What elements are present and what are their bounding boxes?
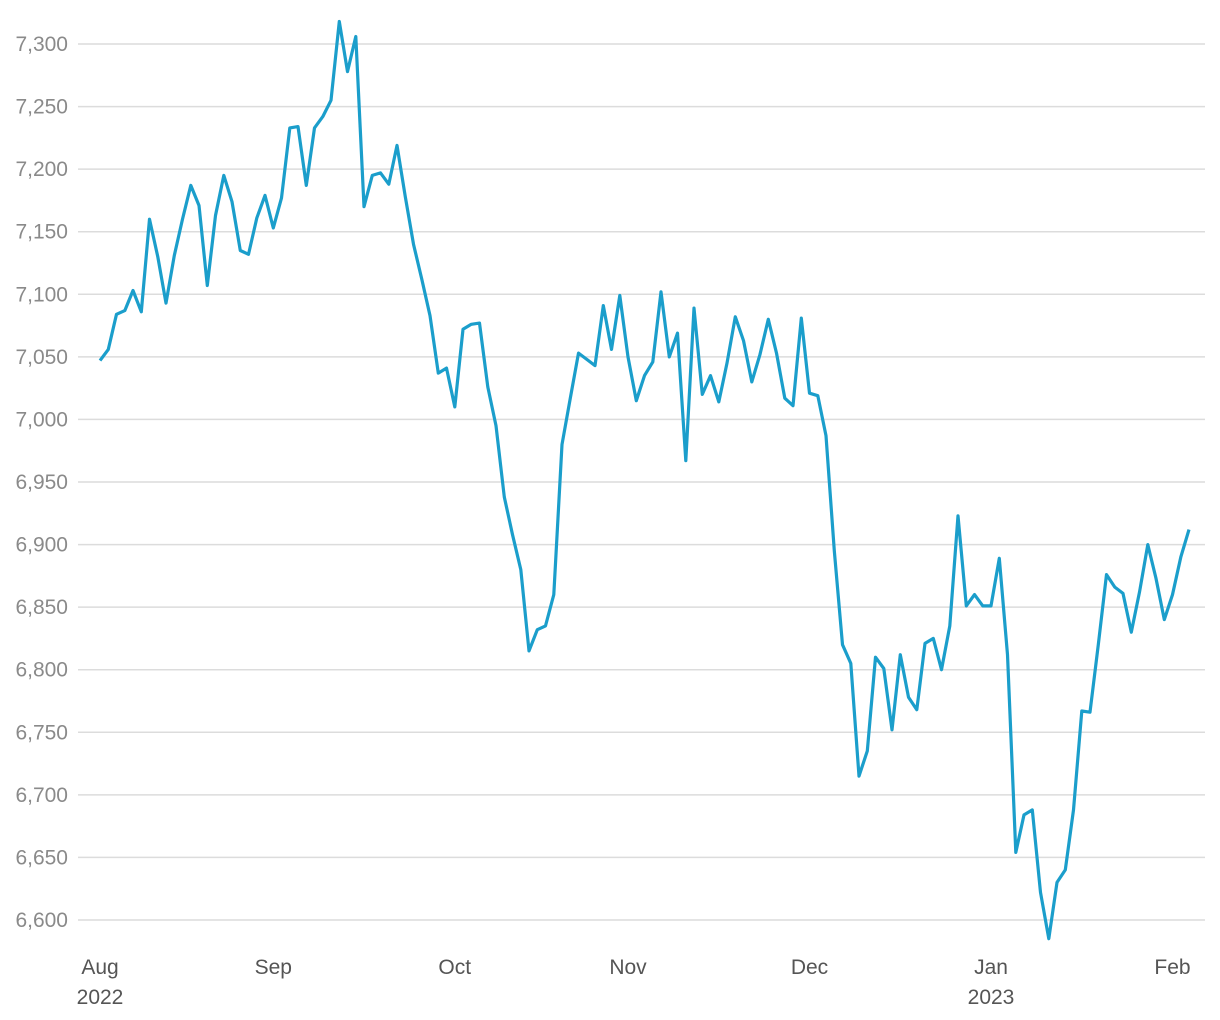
y-tick-label: 7,100 <box>15 283 68 306</box>
y-tick-label: 6,850 <box>15 596 68 619</box>
y-tick-label: 7,250 <box>15 96 68 119</box>
y-tick-label: 6,750 <box>15 721 68 744</box>
y-tick-label: 6,700 <box>15 784 68 807</box>
y-tick-label: 6,950 <box>15 471 68 494</box>
y-tick-label: 7,300 <box>15 33 68 56</box>
x-tick-label: Aug 2022 <box>77 956 124 1009</box>
y-tick-label: 7,000 <box>15 408 68 431</box>
x-tick-label: Sep <box>255 956 292 979</box>
y-tick-label: 6,800 <box>15 659 68 682</box>
x-tick-label: Oct <box>438 956 471 979</box>
y-tick-label: 7,200 <box>15 158 68 181</box>
x-tick-label: Dec <box>791 956 828 979</box>
x-tick-label: Jan 2023 <box>968 956 1015 1009</box>
y-tick-label: 7,050 <box>15 346 68 369</box>
y-tick-label: 6,650 <box>15 846 68 869</box>
x-tick-label: Nov <box>609 956 647 979</box>
y-tick-label: 7,150 <box>15 221 68 244</box>
y-tick-label: 6,600 <box>15 909 68 932</box>
line-series <box>98 19 1191 941</box>
x-tick-label: Feb <box>1154 956 1190 979</box>
y-tick-label: 6,900 <box>15 534 68 557</box>
